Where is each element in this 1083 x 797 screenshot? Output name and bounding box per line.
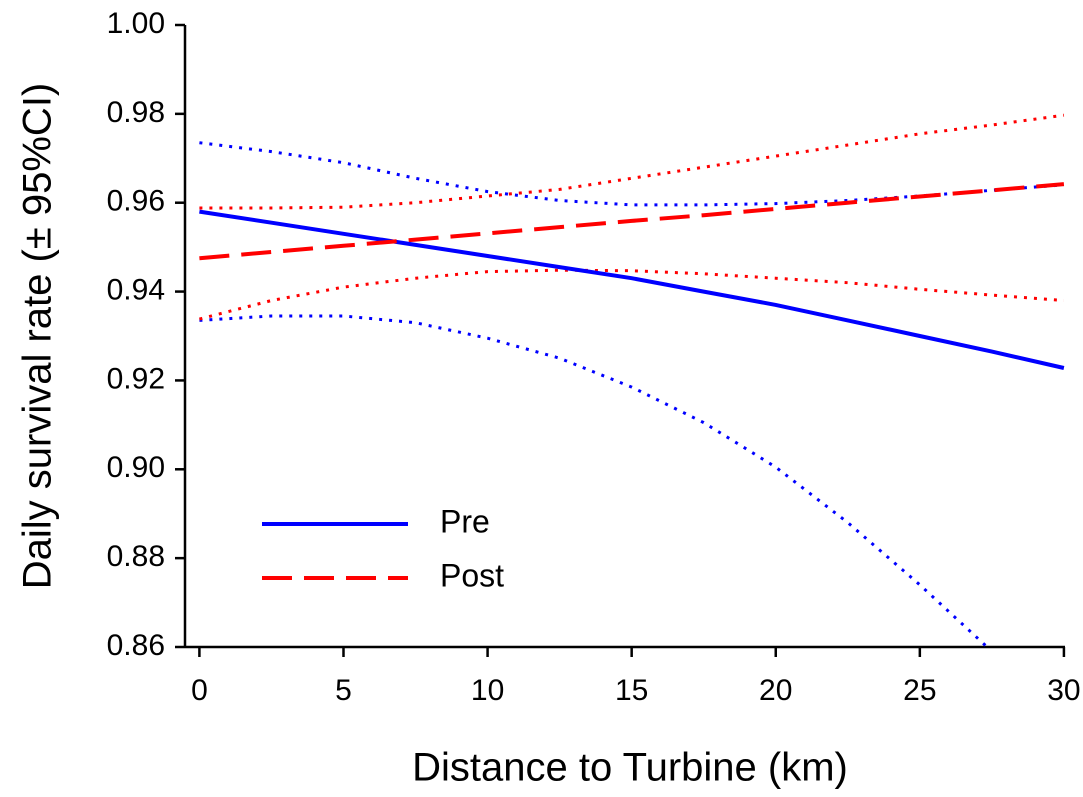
- x-tick-label: 20: [759, 674, 792, 707]
- y-axis-title: Daily survival rate (± 95%CI): [16, 83, 60, 590]
- y-tick-label: 0.98: [107, 96, 165, 129]
- y-tick-label: 1.00: [107, 7, 165, 40]
- series-line: [199, 209, 1065, 370]
- plot-area: [199, 113, 1065, 647]
- x-tick-label: 15: [615, 674, 648, 707]
- ci-line: [199, 314, 990, 647]
- x-tick-label: 10: [471, 674, 504, 707]
- legend-label: Pre: [440, 503, 490, 539]
- x-axis-title: Distance to Turbine (km): [412, 746, 848, 790]
- x-tick-label: 0: [191, 674, 208, 707]
- y-tick-label: 0.88: [107, 540, 165, 573]
- y-tick-label: 0.94: [107, 273, 165, 306]
- x-tick-label: 5: [335, 674, 352, 707]
- y-tick-label: 0.86: [107, 629, 165, 662]
- y-tick-label: 0.96: [107, 185, 165, 218]
- legend-label: Post: [440, 557, 504, 593]
- x-tick-label: 30: [1047, 674, 1080, 707]
- x-tick-label: 25: [903, 674, 936, 707]
- y-tick-label: 0.92: [107, 362, 165, 395]
- y-tick-label: 0.90: [107, 451, 165, 484]
- series-line: [199, 182, 1065, 261]
